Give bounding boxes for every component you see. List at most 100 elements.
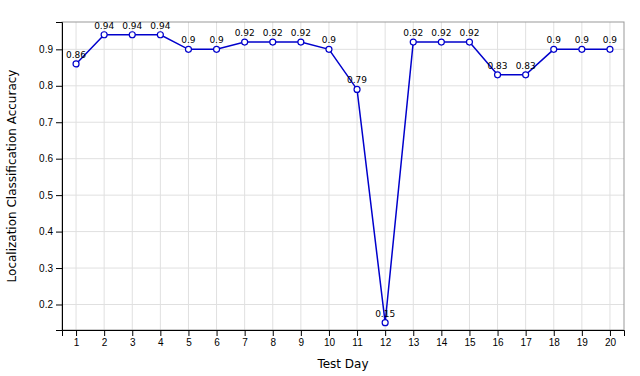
tick: 16 bbox=[492, 330, 504, 348]
marks bbox=[73, 32, 613, 326]
tick-mark bbox=[56, 86, 62, 87]
tick: 0.8 bbox=[39, 80, 62, 91]
tick: 11 bbox=[352, 330, 363, 348]
tick-label: 5 bbox=[186, 337, 192, 348]
marker bbox=[607, 46, 613, 52]
tick: 0.3 bbox=[39, 263, 62, 274]
y-axis: 0.20.30.40.50.60.70.80.9 bbox=[39, 23, 62, 331]
grid-line bbox=[62, 85, 624, 86]
grid-line bbox=[160, 22, 161, 330]
marker bbox=[101, 32, 107, 38]
tick-label: 0.6 bbox=[39, 153, 53, 164]
data-label: 0.94 bbox=[150, 21, 170, 31]
tick: 0.5 bbox=[39, 190, 62, 201]
grid-line bbox=[62, 195, 624, 196]
marker bbox=[157, 32, 163, 38]
marker bbox=[579, 46, 585, 52]
marker bbox=[438, 39, 444, 45]
marker bbox=[551, 46, 557, 52]
axis-line bbox=[56, 23, 63, 331]
data-label: 0.79 bbox=[347, 75, 367, 85]
grid-line bbox=[76, 22, 77, 330]
tick: 0.6 bbox=[39, 153, 62, 164]
line bbox=[76, 35, 610, 323]
marker bbox=[270, 39, 276, 45]
marker bbox=[242, 39, 248, 45]
marker bbox=[185, 46, 191, 52]
data-label: 0.9 bbox=[547, 35, 562, 45]
grid-line bbox=[328, 22, 329, 330]
y-axis-title: Localization Classification Accuracy bbox=[5, 70, 19, 283]
tick-label: 15 bbox=[464, 337, 476, 348]
tick: 4 bbox=[158, 330, 164, 348]
tick-label: 2 bbox=[102, 337, 108, 348]
tick-mark bbox=[329, 330, 330, 336]
tick-label: 7 bbox=[242, 337, 248, 348]
data-label: 0.92 bbox=[431, 28, 451, 38]
tick-mark bbox=[56, 159, 62, 160]
tick-mark bbox=[56, 195, 62, 196]
data-label: 0.9 bbox=[322, 35, 337, 45]
grid-line bbox=[272, 22, 273, 330]
tick-mark bbox=[56, 122, 62, 123]
tick-label: 19 bbox=[577, 337, 589, 348]
tick-mark bbox=[56, 268, 62, 269]
data-label: 0.92 bbox=[291, 28, 311, 38]
marker bbox=[214, 46, 220, 52]
tick-label: 12 bbox=[380, 337, 392, 348]
marker bbox=[326, 46, 332, 52]
grid-line bbox=[104, 22, 105, 330]
tick-mark bbox=[357, 330, 358, 336]
grid bbox=[62, 22, 624, 330]
tick-mark bbox=[469, 330, 470, 336]
tick-mark bbox=[273, 330, 274, 336]
data-label: 0.9 bbox=[209, 35, 224, 45]
marker bbox=[73, 61, 79, 67]
data-label: 0.9 bbox=[603, 35, 618, 45]
grid-line bbox=[62, 304, 624, 305]
grid-line bbox=[62, 122, 624, 123]
tick-label: 3 bbox=[130, 337, 136, 348]
tick: 3 bbox=[130, 330, 136, 348]
marker bbox=[523, 72, 529, 78]
marker bbox=[466, 39, 472, 45]
data-label: 0.83 bbox=[516, 61, 536, 71]
tick-mark bbox=[245, 330, 246, 336]
marker bbox=[354, 86, 360, 92]
tick: 5 bbox=[186, 330, 192, 348]
grid-line bbox=[188, 22, 189, 330]
tick-label: 17 bbox=[521, 337, 533, 348]
x-axis-title: Test Day bbox=[316, 357, 368, 371]
axis-line bbox=[63, 331, 625, 337]
tick-mark bbox=[498, 330, 499, 336]
tick-mark bbox=[441, 330, 442, 336]
tick-mark bbox=[160, 330, 161, 336]
grid-line bbox=[609, 22, 610, 330]
data-label: 0.9 bbox=[575, 35, 590, 45]
grid-line bbox=[413, 22, 414, 330]
tick: 0.7 bbox=[39, 117, 62, 128]
marker bbox=[298, 39, 304, 45]
tick-label: 0.7 bbox=[39, 117, 53, 128]
tick-label: 0.9 bbox=[39, 44, 53, 55]
data-label: 0.15 bbox=[375, 309, 395, 319]
tick-mark bbox=[56, 232, 62, 233]
grid-line bbox=[62, 231, 624, 232]
tick: 13 bbox=[408, 330, 420, 348]
tick-label: 11 bbox=[352, 337, 363, 348]
tick-label: 6 bbox=[214, 337, 220, 348]
tick: 7 bbox=[242, 330, 248, 348]
data-label: 0.94 bbox=[122, 21, 142, 31]
tick: 8 bbox=[270, 330, 276, 348]
tick-mark bbox=[526, 330, 527, 336]
tick: 18 bbox=[549, 330, 561, 348]
tick-mark bbox=[582, 330, 583, 336]
grid-line bbox=[62, 268, 624, 269]
data-label: 0.92 bbox=[459, 28, 479, 38]
tick-mark bbox=[132, 330, 133, 336]
tick-label: 8 bbox=[270, 337, 276, 348]
marker bbox=[410, 39, 416, 45]
tick: 14 bbox=[436, 330, 448, 348]
tick: 0.2 bbox=[39, 299, 62, 310]
grid-line bbox=[385, 22, 386, 330]
